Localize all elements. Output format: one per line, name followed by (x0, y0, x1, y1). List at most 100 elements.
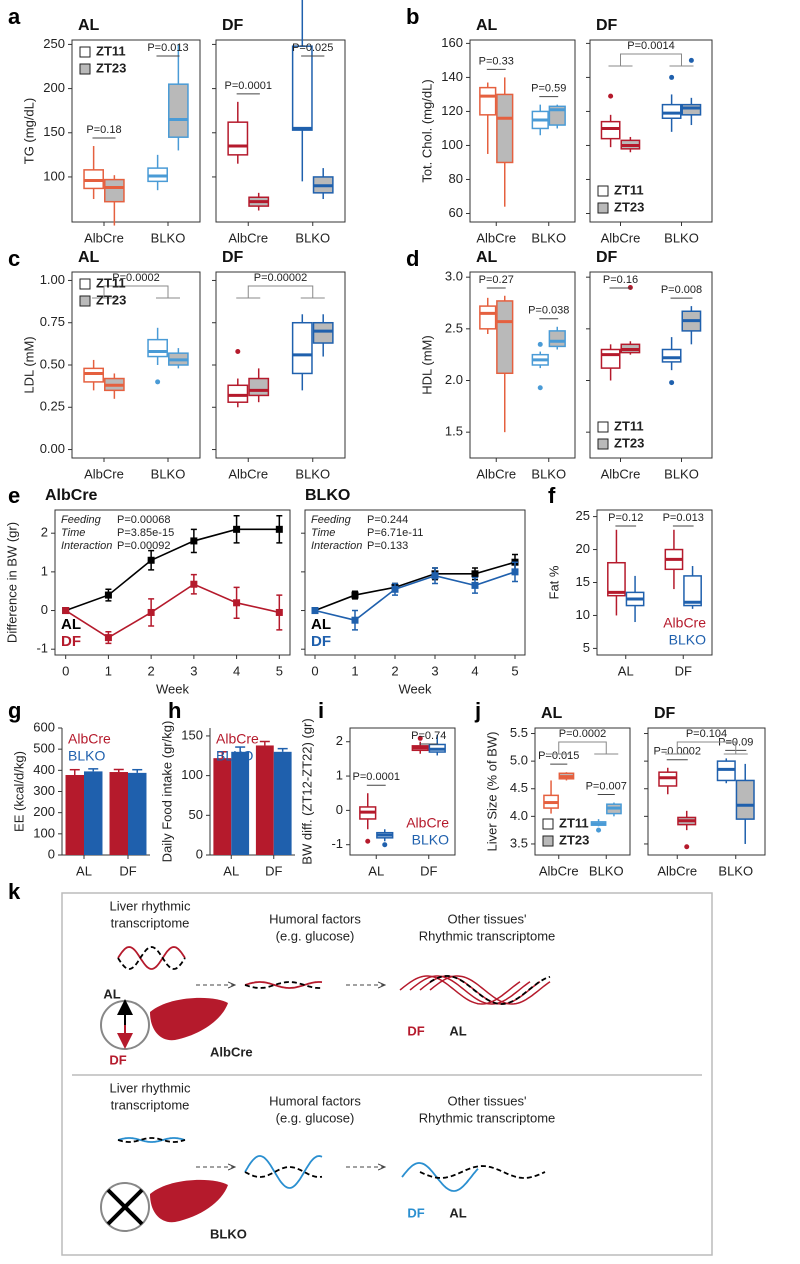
legend-label: ZT11 (614, 418, 644, 433)
clock (100, 1182, 150, 1232)
p-value: P=0.16 (603, 274, 638, 286)
outlier (669, 380, 675, 386)
stat-term: Time (61, 527, 85, 539)
wave (117, 1137, 186, 1143)
outlier (608, 93, 614, 99)
legend-swatch (542, 818, 554, 830)
y-axis-label: TG (mg/dL) (21, 98, 36, 164)
y-tick-label: 1 (336, 767, 343, 782)
y-tick-label: 250 (43, 36, 65, 51)
point (104, 591, 112, 599)
error-cap (105, 588, 112, 602)
panel-letter: f (548, 483, 556, 508)
stat-term: Time (311, 527, 335, 539)
stat-term: Interaction (61, 540, 112, 552)
genotype: AlbCre (210, 1044, 253, 1059)
facet-title: AL (476, 249, 498, 266)
point (275, 608, 283, 616)
outlier (688, 57, 694, 63)
between-bracket (665, 741, 748, 755)
wave (244, 1166, 323, 1178)
y-tick-label: 400 (33, 762, 55, 777)
legend-label: ZT23 (96, 60, 126, 75)
box (496, 300, 514, 375)
stat-term: Feeding (61, 514, 102, 526)
wave (399, 975, 521, 1005)
diagram-label: transcriptome (111, 1097, 190, 1112)
y-tick-label: 3.5 (510, 835, 528, 850)
legend-label: ZT11 (559, 815, 589, 830)
panel-letter: j (474, 698, 481, 723)
legend-label: AlbCre (663, 615, 706, 631)
stat-p: P=6.71e-11 (367, 527, 423, 539)
facet-title: AL (78, 17, 100, 34)
x-tick-label: DF (119, 863, 136, 878)
stat-term: Feeding (311, 514, 352, 526)
x-tick-label: 1 (351, 663, 358, 678)
outlier (537, 385, 543, 391)
point (351, 591, 359, 599)
x-tick-label: AL (76, 863, 92, 878)
diagram-label: Rhythmic transcriptome (419, 1110, 556, 1125)
legend-label: ZT11 (96, 43, 126, 58)
diagram-label: Liver rhythmic (110, 1080, 191, 1095)
x-tick-label: 4 (471, 663, 478, 678)
liver (150, 1179, 228, 1223)
y-tick-label: 100 (441, 137, 463, 152)
clock-cross (106, 1188, 144, 1226)
error-cap (105, 631, 112, 645)
box (168, 83, 189, 138)
y-tick-label: -1 (331, 836, 343, 851)
p-value: P=0.0002 (559, 728, 606, 740)
stat-p: P=0.00068 (117, 514, 171, 526)
x-tick-label: AlbCre (84, 466, 124, 481)
wave (117, 946, 186, 970)
x-tick-label: AlbCre (539, 863, 579, 878)
x-tick-label: BLKO (589, 863, 624, 878)
facet-title: DF (596, 17, 618, 34)
between-bracket (546, 741, 619, 755)
outlier (365, 838, 371, 844)
y-axis-label: Liver Size (% of BW) (484, 732, 499, 852)
diagram-label: (e.g. glucose) (276, 1110, 355, 1125)
p-value: P=0.0002 (112, 272, 159, 284)
wave (429, 975, 551, 1005)
legend-swatch (542, 835, 554, 847)
facet-title: BLKO (305, 487, 350, 504)
between-bracket (236, 285, 325, 299)
y-tick-label: 600 (33, 719, 55, 734)
legend-label: ZT23 (559, 832, 589, 847)
p-value: P=0.008 (661, 284, 702, 296)
y-tick-label: 100 (33, 825, 55, 840)
x-tick-label: DF (420, 863, 437, 878)
wave (244, 1155, 323, 1189)
bar (84, 771, 103, 855)
y-axis-label: Fat % (546, 565, 561, 599)
y-axis-label: HDL (mM) (419, 335, 434, 394)
wave (117, 1137, 186, 1143)
y-tick-label: 0.50 (40, 356, 65, 371)
y-tick-label: 2 (41, 525, 48, 540)
y-tick-label: 0 (196, 846, 203, 861)
panel-letter: a (8, 4, 21, 29)
legend-label: ZT11 (96, 275, 126, 290)
x-tick-label: 5 (276, 663, 283, 678)
panel-letter: c (8, 246, 20, 271)
x-tick-label: 0 (62, 663, 69, 678)
y-tick-label: 1 (41, 563, 48, 578)
y-axis-label: Daily Food intake (gr/kg) (159, 721, 174, 863)
y-tick-label: 100 (181, 767, 203, 782)
p-value: P=0.0014 (627, 40, 674, 52)
legend-swatch (597, 438, 609, 450)
plot-frame (215, 39, 346, 223)
wave (409, 975, 531, 1005)
output-label: DF (407, 1205, 424, 1220)
box (735, 779, 755, 820)
x-tick-label: BLKO (531, 230, 566, 245)
error-cap (432, 567, 438, 585)
box (600, 348, 621, 369)
legend-label: ZT23 (614, 435, 644, 450)
y-tick-label: 1.5 (445, 424, 463, 439)
outlier (596, 827, 602, 833)
y-tick-label: 160 (441, 35, 463, 50)
